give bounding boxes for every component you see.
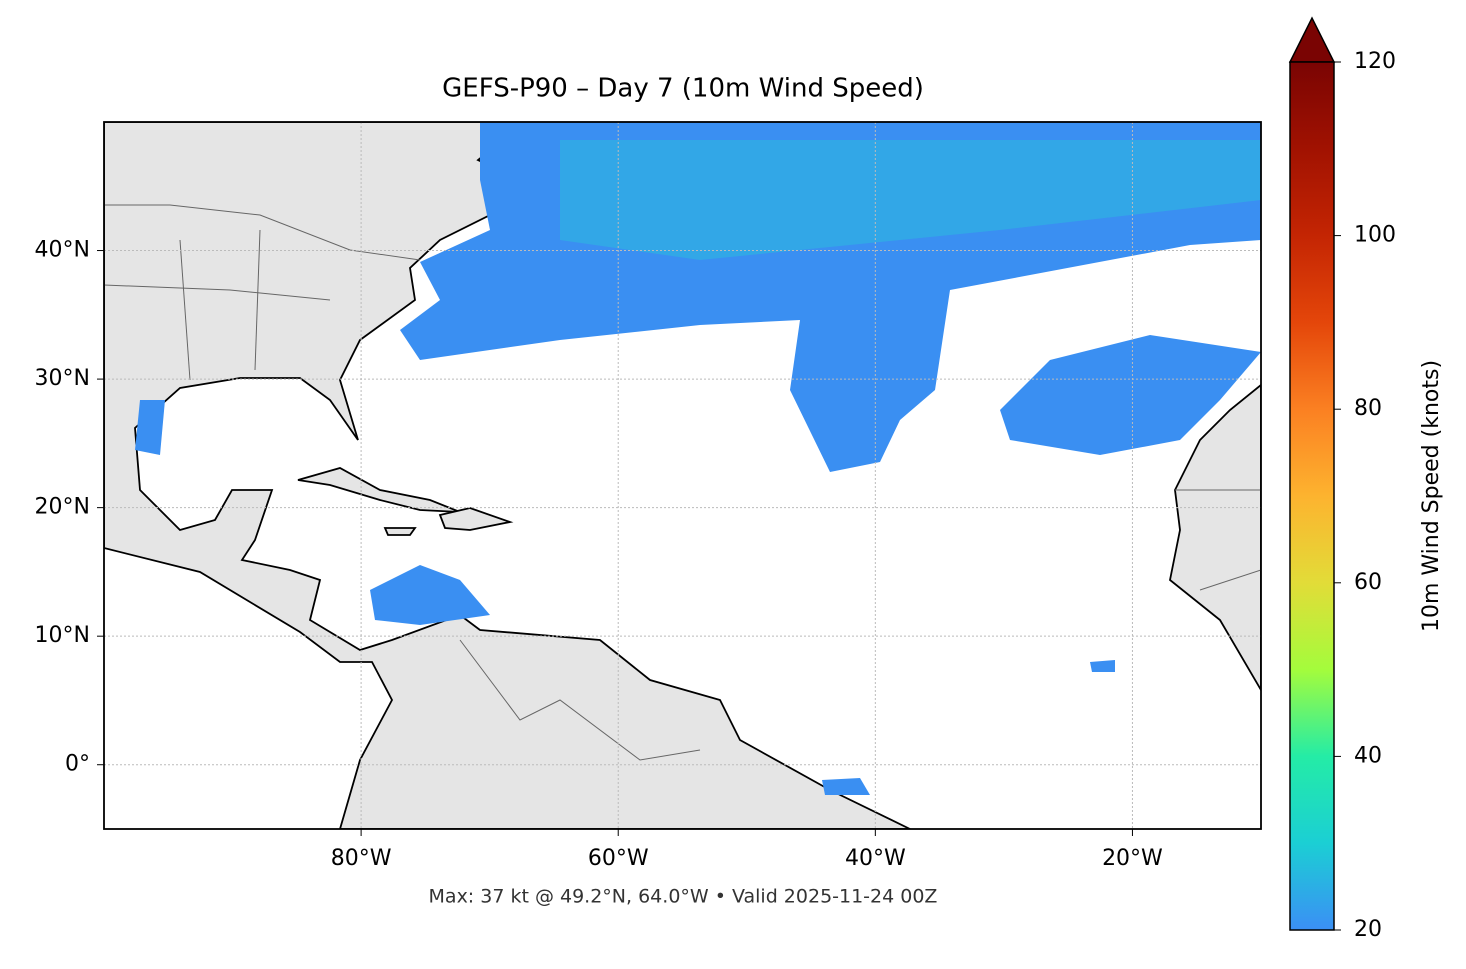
border (104, 284, 331, 301)
border (254, 229, 261, 371)
wind-area (135, 400, 165, 455)
y-tick-label: 0° (65, 752, 90, 777)
y-tick-label: 10°N (35, 623, 90, 648)
x-tick-label: 20°W (1102, 846, 1163, 871)
x-tick-label: 40°W (845, 846, 906, 871)
y-tick-label: 40°N (35, 238, 90, 263)
wind-area (1090, 660, 1115, 672)
colorbar-tick-label: 60 (1354, 570, 1382, 595)
map-frame (103, 121, 1262, 830)
wind-area (560, 140, 1261, 260)
wind-area (1000, 335, 1261, 455)
africa (1169, 383, 1261, 692)
grid (104, 122, 1261, 829)
borders (104, 204, 1261, 761)
wind-area (822, 778, 870, 795)
x-tick-label: 60°W (588, 846, 649, 871)
wind-areas (135, 122, 1261, 795)
americas (104, 122, 911, 829)
y-tick-label: 20°N (35, 495, 90, 520)
wind-area (370, 565, 490, 625)
note: Max: 37 kt @ 49.2°N, 64.0°W • Valid 2025… (429, 886, 938, 908)
colorbar (1289, 61, 1335, 931)
colorbar-extend (1288, 16, 1336, 63)
colorbar-tick-label: 20 (1354, 917, 1382, 942)
jamaica (383, 527, 417, 536)
x-tick-label: 80°W (331, 846, 392, 871)
colorbar-tick-label: 120 (1354, 49, 1396, 74)
border (1199, 569, 1261, 591)
y-tick-label: 30°N (35, 366, 90, 391)
border (179, 239, 191, 381)
colorbar-tick-label: 40 (1354, 743, 1382, 768)
map-layers (104, 122, 1261, 829)
title: GEFS-P90 – Day 7 (10m Wind Speed) (442, 74, 924, 104)
border (104, 204, 421, 261)
border (459, 639, 701, 761)
colorbar-tick-label: 80 (1354, 396, 1382, 421)
colorbar-tick-label: 100 (1354, 223, 1396, 248)
hispaniola (438, 507, 514, 531)
colorbar-label: 10m Wind Speed (knots) (1419, 360, 1444, 632)
